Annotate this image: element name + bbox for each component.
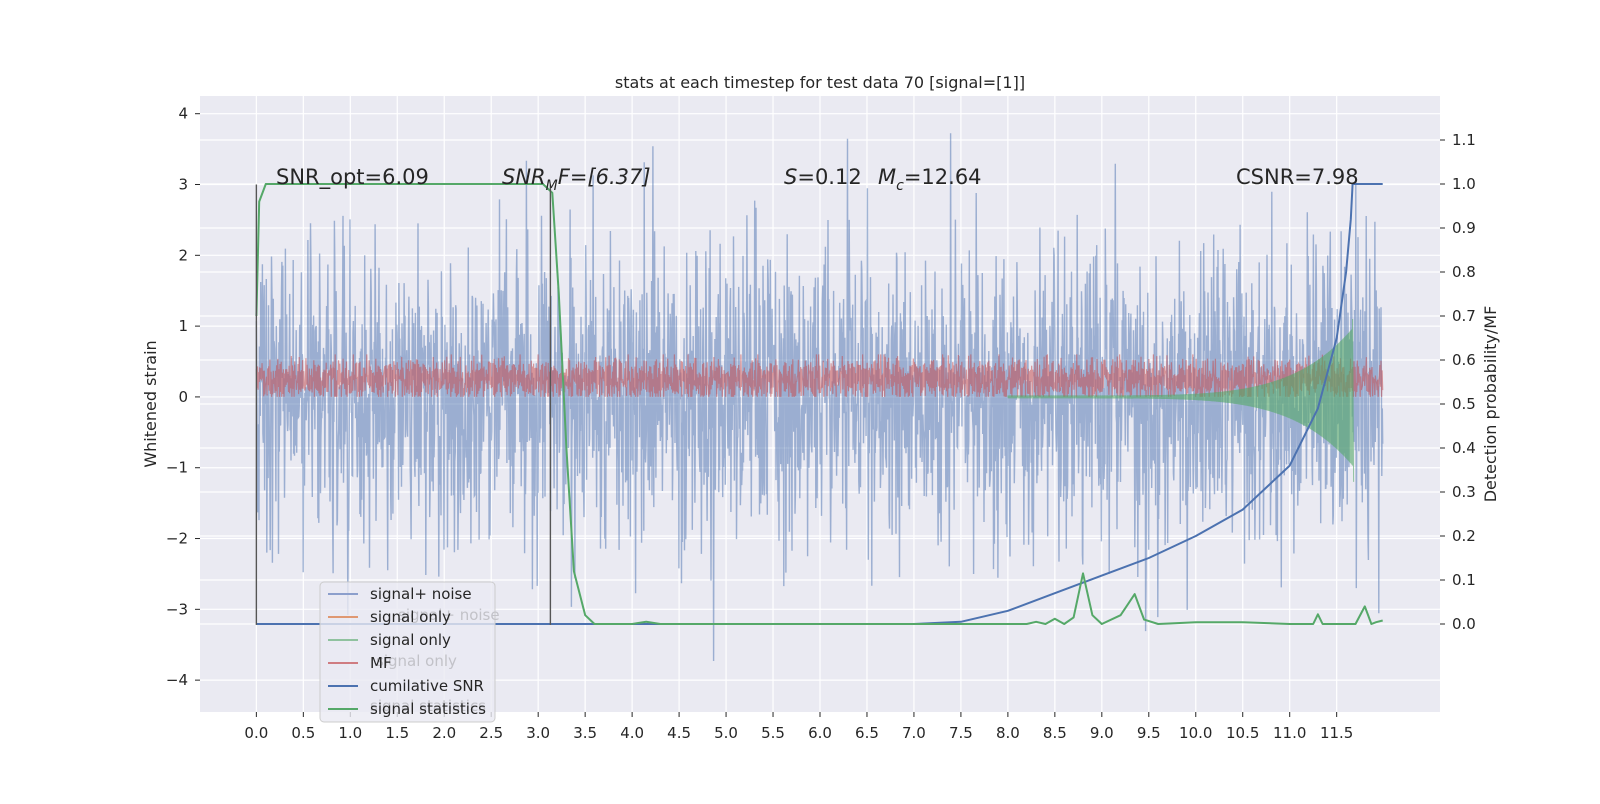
x-tick-label: 2.5 [479, 724, 503, 742]
annotation-s-italic: S [784, 165, 797, 189]
x-tick-label: 10.0 [1179, 724, 1212, 742]
x-tick-label: 7.5 [949, 724, 973, 742]
y-tick-label-right: 0.3 [1452, 483, 1476, 501]
y-tick-label-right: 1.0 [1452, 175, 1476, 193]
legend-label-2: signal only [370, 631, 451, 649]
y-tick-label-right: 1.1 [1452, 131, 1476, 149]
chart-title: stats at each timestep for test data 70 … [615, 73, 1025, 92]
y-tick-label-left: −1 [166, 459, 188, 477]
x-tick-label: 9.0 [1090, 724, 1114, 742]
series-signal-statistics [255, 183, 1383, 625]
y-tick-label-right: 0.7 [1452, 307, 1476, 325]
y-tick-label-right: 0.5 [1452, 395, 1476, 413]
x-tick-label: 7.0 [902, 724, 926, 742]
x-tick-label: 10.5 [1226, 724, 1259, 742]
legend-label-1: signal only [370, 608, 451, 626]
data-layer [255, 133, 1384, 662]
y-tick-label-left: −2 [166, 530, 188, 548]
x-tick-label: 4.5 [667, 724, 691, 742]
x-tick-label: 1.0 [338, 724, 362, 742]
y-tick-label-left: 0 [178, 388, 188, 406]
x-tick-label: 11.5 [1320, 724, 1353, 742]
x-tick-label: 8.5 [1043, 724, 1067, 742]
annotation-mc: Mc=12.64 [878, 165, 982, 194]
legend-ghost-1: signal only [376, 652, 457, 670]
y-tick-label-right: 0.4 [1452, 439, 1476, 457]
x-tick-label: 9.5 [1137, 724, 1161, 742]
annotation-snr-mf-rest: F=[6.37] [558, 165, 651, 189]
x-tick-label: 8.0 [996, 724, 1020, 742]
y-tick-label-right: 0.6 [1452, 351, 1476, 369]
y-tick-label-right: 0.2 [1452, 527, 1476, 545]
y-tick-label-left: 1 [178, 317, 188, 335]
annotation-s: S=0.12 [784, 165, 862, 189]
annotation-csnr: CSNR=7.98 [1236, 165, 1359, 189]
x-tick-label: 3.0 [526, 724, 550, 742]
annotations: SNR_opt=6.09 SNRMF=[6.37] S=0.12 Mc=12.6… [276, 165, 1359, 194]
y-tick-label-left: −4 [166, 671, 188, 689]
x-tick-label: 2.0 [432, 724, 456, 742]
y-tick-label-right: 0.8 [1452, 263, 1476, 281]
x-tick-label: 1.5 [385, 724, 409, 742]
legend-label-3: MF [370, 654, 392, 672]
annotation-snr-mf-base: SNR [502, 165, 546, 189]
x-tick-label: 6.5 [855, 724, 879, 742]
legend: signal+ noise signal only signal statist… [319, 581, 500, 723]
y-tick-label-right: 0.9 [1452, 219, 1476, 237]
y-axis-label-right: Detection probability/MF [1481, 306, 1500, 503]
x-tick-label: 11.0 [1273, 724, 1306, 742]
legend-ghost-0: signal+ noise [398, 606, 500, 624]
legend-label-4: cumilative SNR [370, 677, 484, 695]
y-tick-label-right: 0.0 [1452, 615, 1476, 633]
annotation-mc-base: M [878, 165, 896, 189]
x-tick-label: 0.5 [291, 724, 315, 742]
annotation-mc-rest: =12.64 [904, 165, 982, 189]
annotation-mc-sub: c [896, 178, 904, 194]
annotation-snr-mf: SNRMF=[6.37] [502, 165, 651, 194]
y-axis-label-left: Whitened strain [141, 340, 160, 467]
legend-label-0: signal+ noise [370, 585, 472, 603]
y-tick-label-left: −3 [166, 600, 188, 618]
y-tick-label-left: 2 [178, 246, 188, 264]
y-tick-label-left: 3 [178, 176, 188, 194]
annotation-s-rest: =0.12 [797, 165, 861, 189]
series-group [255, 133, 1384, 662]
annotation-snr-mf-sub: M [546, 178, 558, 194]
tick-layer: 0.0 0.5 1.0 1.5 2.0 2.5 3.0 3.5 4.0 4.5 5.0 5.5 6.0 6… [166, 105, 1476, 742]
vline-layer [255, 184, 552, 625]
x-tick-label: 5.0 [714, 724, 738, 742]
x-tick-label: 0.0 [244, 724, 268, 742]
y-tick-label-right: 0.1 [1452, 571, 1476, 589]
x-tick-label: 3.5 [573, 724, 597, 742]
x-tick-label: 6.0 [808, 724, 832, 742]
series-signal-only [1007, 318, 1355, 482]
x-tick-label: 4.0 [620, 724, 644, 742]
series-cumulative-snr [256, 183, 1383, 625]
legend-label-5: signal statistics [370, 700, 486, 718]
legend-box [319, 581, 496, 723]
legend-ghost-2: signal statistics [370, 697, 486, 715]
annotation-snr-opt: SNR_opt=6.09 [276, 165, 429, 190]
y-tick-label-left: 4 [178, 105, 188, 123]
series-mf [255, 354, 1384, 397]
x-tick-label: 5.5 [761, 724, 785, 742]
